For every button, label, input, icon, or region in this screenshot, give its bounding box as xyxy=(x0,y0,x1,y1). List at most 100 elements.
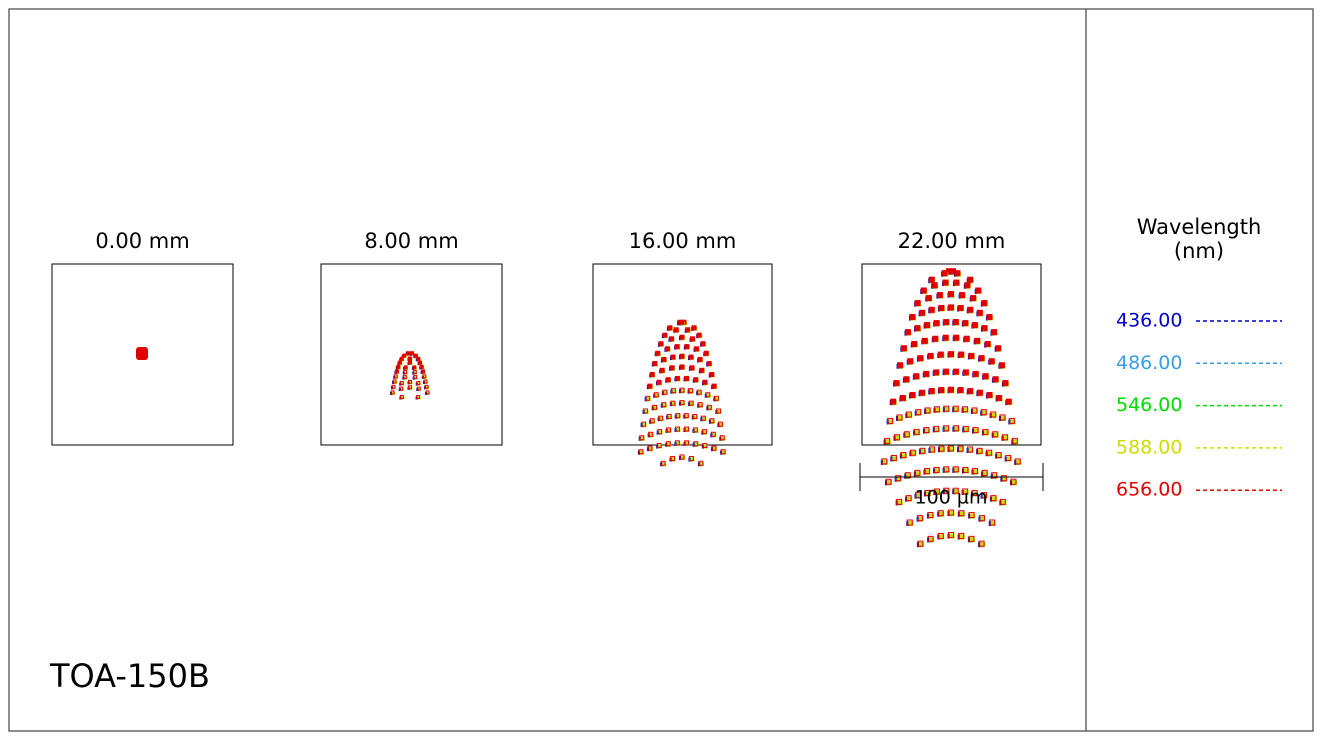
spot xyxy=(685,414,690,419)
scale-label: 100 µm xyxy=(915,487,988,509)
spot xyxy=(967,446,974,453)
spot xyxy=(933,466,940,473)
spot xyxy=(943,487,950,494)
spot xyxy=(911,341,918,348)
spot xyxy=(943,319,950,326)
spot xyxy=(962,425,969,432)
spot xyxy=(700,341,706,347)
spot xyxy=(413,375,418,380)
spot xyxy=(646,397,651,402)
spot xyxy=(976,447,983,454)
spot xyxy=(399,381,404,386)
spot xyxy=(959,292,966,299)
spot xyxy=(676,414,681,419)
spot xyxy=(991,472,998,479)
spot xyxy=(655,393,660,398)
spot xyxy=(688,388,694,394)
spot xyxy=(905,495,912,502)
spot xyxy=(685,441,690,446)
spot xyxy=(679,364,685,370)
spot xyxy=(893,380,900,387)
spot xyxy=(915,409,922,416)
spot xyxy=(964,427,970,433)
spot xyxy=(901,453,907,459)
spot xyxy=(991,496,997,502)
spot xyxy=(942,334,949,341)
spot xyxy=(920,287,927,294)
spot xyxy=(981,469,988,476)
spot xyxy=(923,468,930,475)
spot xyxy=(674,375,680,381)
spot xyxy=(926,408,932,414)
spot xyxy=(959,511,965,517)
field-title: 22.00 mm xyxy=(898,229,1006,253)
spot xyxy=(957,445,964,452)
spot xyxy=(986,314,993,321)
spot xyxy=(136,347,148,360)
spot xyxy=(702,417,707,422)
spot xyxy=(906,473,912,479)
spot xyxy=(719,423,724,428)
spot xyxy=(679,319,685,325)
spot xyxy=(905,432,911,438)
spot xyxy=(944,489,950,495)
spot xyxy=(944,407,950,413)
spot xyxy=(987,451,993,457)
spot xyxy=(943,425,950,432)
spot xyxy=(949,446,955,452)
spot xyxy=(914,325,921,332)
spot xyxy=(693,377,699,383)
spot xyxy=(658,415,664,421)
spot xyxy=(1003,435,1009,441)
field-title: 0.00 mm xyxy=(95,229,189,253)
spot xyxy=(919,447,926,454)
spot xyxy=(685,428,690,433)
spot xyxy=(658,341,664,347)
spot xyxy=(662,332,668,338)
spot xyxy=(915,471,921,477)
spot xyxy=(715,397,720,402)
spot xyxy=(928,276,935,283)
spot xyxy=(997,453,1003,459)
spot xyxy=(933,488,940,495)
spot-box xyxy=(861,263,1042,446)
spot xyxy=(914,300,921,307)
spot xyxy=(412,370,417,375)
spot xyxy=(644,409,649,414)
spot xyxy=(933,369,940,376)
spot xyxy=(967,306,974,313)
legend-title: (nm) xyxy=(1174,239,1224,263)
spot xyxy=(675,426,681,432)
spot xyxy=(1001,500,1007,506)
spot xyxy=(1010,419,1016,425)
spot xyxy=(418,360,423,365)
spot xyxy=(661,402,667,408)
spot-box xyxy=(592,263,773,446)
spot xyxy=(638,449,644,455)
spot xyxy=(670,388,676,394)
spot xyxy=(675,413,681,419)
spot xyxy=(904,329,911,336)
spot xyxy=(974,337,981,344)
spot xyxy=(982,373,989,380)
spot xyxy=(1002,476,1008,482)
legend-label: 546.00 xyxy=(1116,394,1182,416)
spot xyxy=(963,407,969,413)
spot xyxy=(649,433,654,438)
spot xyxy=(397,360,402,365)
spot xyxy=(972,370,979,377)
spot xyxy=(954,407,960,413)
spot xyxy=(701,429,707,435)
spot xyxy=(712,433,717,438)
spot xyxy=(703,430,708,435)
spot xyxy=(962,406,969,413)
spot xyxy=(953,279,960,286)
spot xyxy=(916,410,922,416)
spot xyxy=(968,352,975,359)
spot xyxy=(705,392,711,398)
spot xyxy=(896,414,903,421)
spot xyxy=(653,392,659,398)
spot xyxy=(972,468,979,475)
spot xyxy=(699,462,704,467)
